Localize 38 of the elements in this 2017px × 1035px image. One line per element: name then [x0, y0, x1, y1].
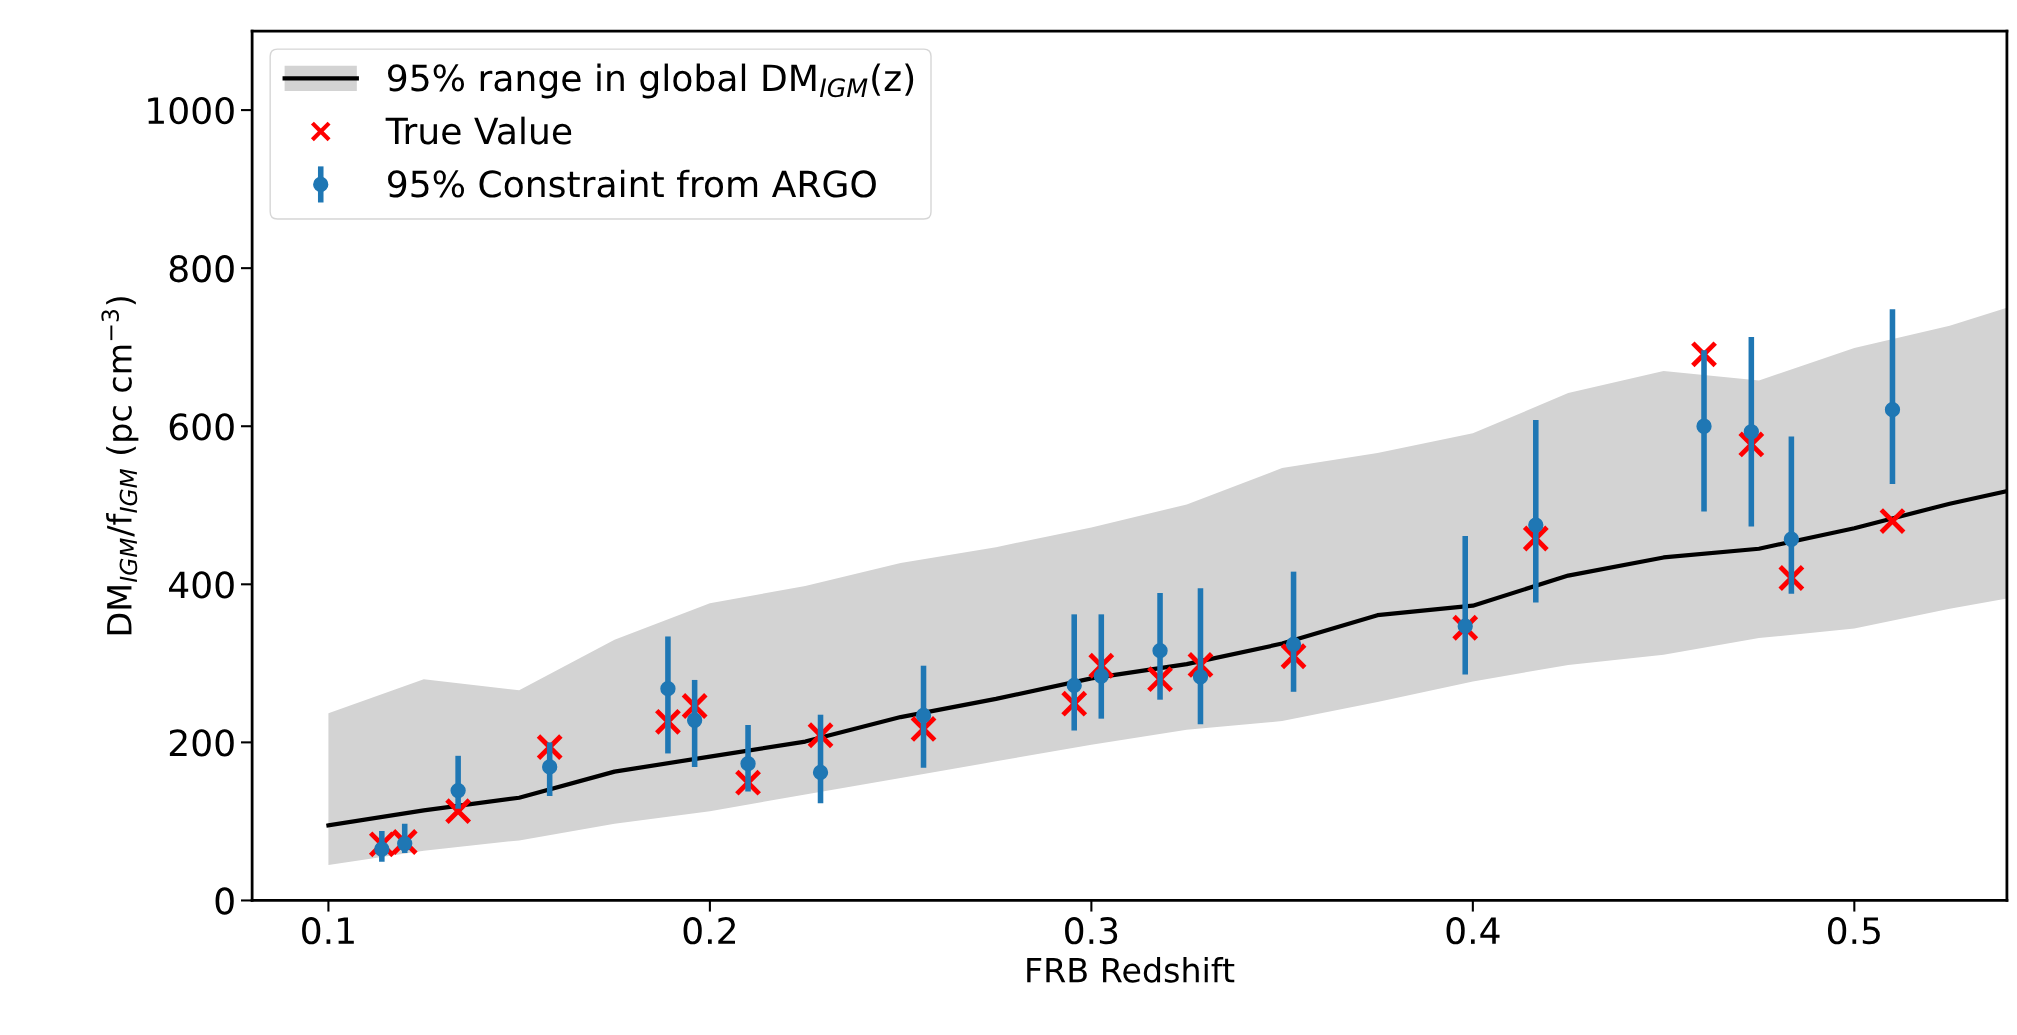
- point: [1457, 618, 1473, 634]
- point: [1743, 424, 1759, 440]
- y-tick-label: 0: [215, 887, 234, 915]
- point: [1528, 517, 1544, 533]
- x-tick-label: 0.2: [683, 917, 735, 945]
- y-tick-label: 1000: [148, 97, 234, 125]
- y-tick-label: 600: [169, 413, 234, 441]
- point: [686, 712, 703, 728]
- point: [1878, 507, 1907, 535]
- point: [397, 835, 413, 852]
- point: [1192, 669, 1209, 685]
- point: [444, 797, 472, 825]
- x-tick-label: 0.5: [1827, 917, 1880, 945]
- point: [812, 764, 829, 781]
- point: [542, 759, 558, 775]
- point: [1066, 677, 1082, 694]
- legend-label: 95% Constraint from ARGO: [388, 169, 876, 198]
- x-tick-label: 0.4: [1446, 917, 1500, 945]
- point: [1884, 401, 1901, 418]
- x-tick-label: 0.1: [302, 917, 354, 945]
- y-tick-label: 400: [168, 571, 234, 599]
- legend-label: True Value: [385, 116, 572, 145]
- point: [450, 782, 466, 799]
- point: [1093, 668, 1109, 684]
- y-tick-label: 200: [169, 729, 234, 757]
- y-axis-title: DM$_{IGM}$/f$_{IGM}$ (pc cm$^{−3}$): [101, 297, 139, 635]
- point: [660, 680, 676, 697]
- legend-label: 95% range in global DM$_{IGM}$(z): [388, 63, 914, 99]
- point: [374, 841, 390, 857]
- point: [1783, 531, 1800, 547]
- x-tick-label: 0.3: [1065, 917, 1118, 945]
- y-tick-label: 800: [169, 255, 234, 283]
- point: [1285, 636, 1302, 653]
- point: [915, 707, 932, 724]
- point: [740, 756, 756, 772]
- point: [1152, 643, 1168, 659]
- x-axis-title: FRB Redshift: [1027, 956, 1235, 983]
- point: [1696, 418, 1712, 434]
